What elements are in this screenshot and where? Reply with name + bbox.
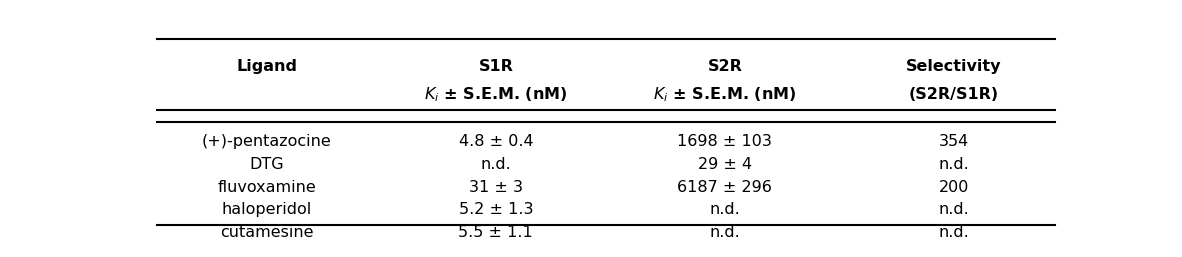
Text: cutamesine: cutamesine	[220, 225, 313, 240]
Text: 5.2 ± 1.3: 5.2 ± 1.3	[459, 203, 533, 217]
Text: S2R: S2R	[707, 59, 742, 74]
Text: S1R: S1R	[479, 59, 513, 74]
Text: n.d.: n.d.	[939, 225, 969, 240]
Text: haloperidol: haloperidol	[222, 203, 312, 217]
Text: n.d.: n.d.	[939, 203, 969, 217]
Text: (+)-pentazocine: (+)-pentazocine	[202, 134, 332, 149]
Text: 354: 354	[939, 134, 969, 149]
Text: n.d.: n.d.	[709, 203, 740, 217]
Text: 1698 ± 103: 1698 ± 103	[677, 134, 772, 149]
Text: $K_i$ ± S.E.M. (nM): $K_i$ ± S.E.M. (nM)	[654, 85, 797, 104]
Text: 5.5 ± 1.1: 5.5 ± 1.1	[459, 225, 533, 240]
Text: 4.8 ± 0.4: 4.8 ± 0.4	[459, 134, 533, 149]
Text: DTG: DTG	[249, 157, 284, 172]
Text: 29 ± 4: 29 ± 4	[697, 157, 752, 172]
Text: n.d.: n.d.	[939, 157, 969, 172]
Text: 200: 200	[939, 180, 969, 195]
Text: 6187 ± 296: 6187 ± 296	[677, 180, 772, 195]
Text: Selectivity: Selectivity	[907, 59, 1001, 74]
Text: (S2R/S1R): (S2R/S1R)	[909, 87, 999, 102]
Text: $K_i$ ± S.E.M. (nM): $K_i$ ± S.E.M. (nM)	[424, 85, 567, 104]
Text: Ligand: Ligand	[236, 59, 298, 74]
Text: fluvoxamine: fluvoxamine	[217, 180, 317, 195]
Text: 31 ± 3: 31 ± 3	[469, 180, 522, 195]
Text: n.d.: n.d.	[709, 225, 740, 240]
Text: n.d.: n.d.	[480, 157, 512, 172]
